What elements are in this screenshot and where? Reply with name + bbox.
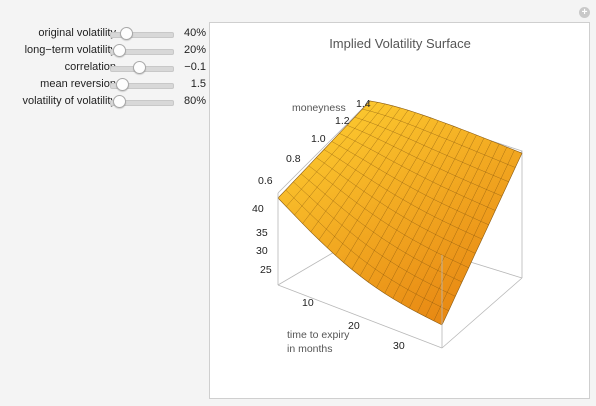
control-value: 80% [183,95,206,107]
control-original-volatility: original volatility 40% [0,24,210,42]
volatility-tick: 35 [256,227,268,239]
surface-mesh-line [346,125,503,197]
slider-thumb[interactable] [133,61,147,74]
control-mean-reversion: mean reversion 1.5 [0,75,210,93]
surface-fill [277,100,523,326]
control-correlation: correlation −0.1 [0,58,210,76]
bounding-box-front [277,193,523,349]
surface-mesh-line [285,189,449,311]
volatility-tick: 25 [260,264,272,276]
volatility-tick: 30 [256,245,268,257]
surface-mesh-line [354,116,509,183]
surface-mesh-line [300,173,463,283]
surface-mesh-line [339,133,496,211]
volatility-of-volatility-slider[interactable] [110,100,174,106]
plot-title: Implied Volatility Surface [329,36,471,51]
moneyness-axis: moneyness 0.6 0.8 1.0 1.2 1.4 [258,98,371,187]
surface-mesh-line [316,157,476,254]
moneyness-axis-label: moneyness [292,102,346,114]
control-value: 40% [183,27,206,39]
control-value: −0.1 [184,61,206,73]
control-value: 1.5 [190,78,206,90]
control-volatility-of-volatility: volatility of volatility 80% [0,92,210,110]
slider-thumb[interactable] [112,95,126,108]
time-axis-label-line2: in months [287,343,333,355]
moneyness-tick: 1.0 [311,133,326,145]
control-label: mean reversion [40,78,116,90]
slider-thumb[interactable] [116,78,130,91]
surface-plot[interactable]: Implied Volatility Surface moneyness 0.6… [210,23,589,398]
original-volatility-slider[interactable] [110,32,174,38]
control-label: long−term volatility [24,44,116,56]
long-term-volatility-slider[interactable] [110,49,174,55]
moneyness-tick: 1.4 [356,98,371,110]
slider-thumb[interactable] [112,44,126,57]
moneyness-tick: 0.8 [286,153,301,165]
time-tick: 20 [348,320,360,332]
time-tick: 10 [302,297,314,309]
surface-mesh-line [362,108,516,168]
control-label: correlation [64,61,116,73]
control-label: volatility of volatility [22,95,116,107]
time-axis-label-line1: time to expiry [287,329,350,341]
time-tick: 30 [393,340,405,352]
mean-reversion-slider[interactable] [110,83,174,89]
add-icon[interactable]: + [579,7,590,18]
volatility-tick: 40 [252,203,264,215]
control-value: 20% [183,44,206,56]
slider-thumb[interactable] [120,27,134,40]
time-axis: 10 20 30 time to expiry in months [287,297,405,355]
moneyness-tick: 0.6 [258,175,273,187]
surface-mesh-line [323,149,483,240]
control-label: original volatility [38,27,116,39]
control-long-term-volatility: long−term volatility 20% [0,41,210,59]
volatility-axis: 40 35 30 25 [252,203,272,276]
moneyness-tick: 1.2 [335,115,350,127]
plot-panel: Implied Volatility Surface moneyness 0.6… [209,22,590,399]
surface-mesh-line [331,141,489,226]
surface-mesh-line [293,181,456,297]
